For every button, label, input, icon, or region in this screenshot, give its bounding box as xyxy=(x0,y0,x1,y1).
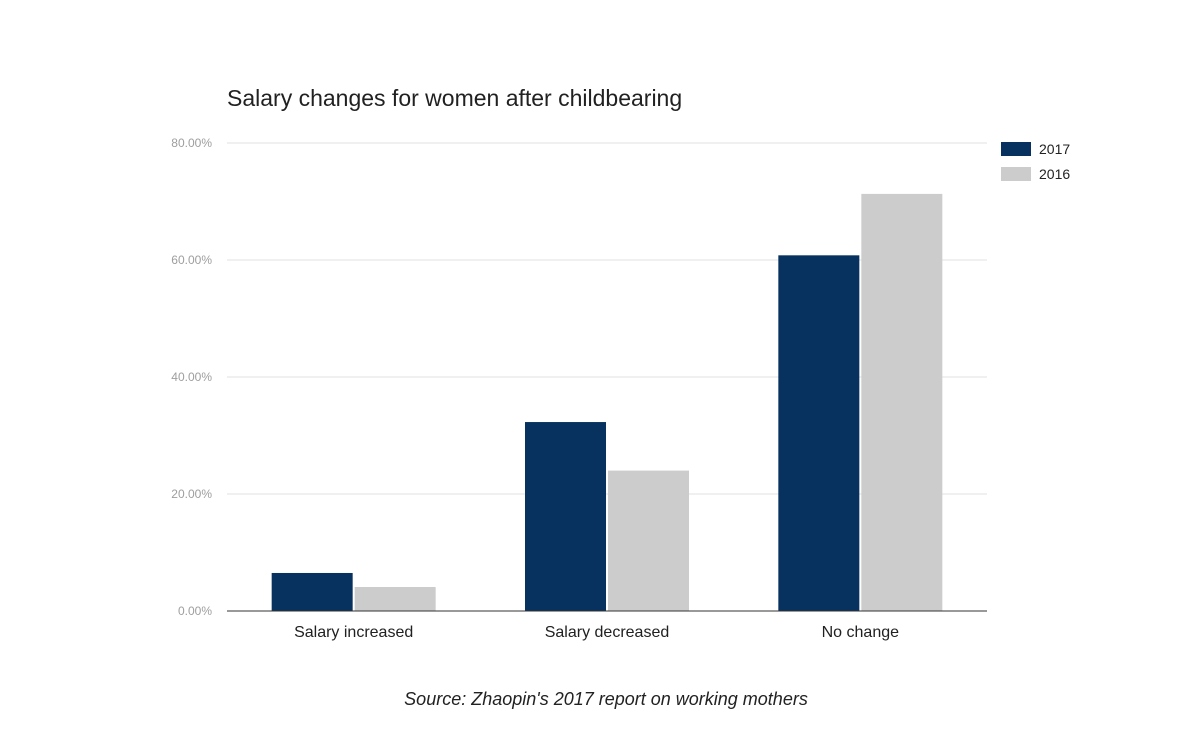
gridlines xyxy=(227,142,987,495)
source-note: Source: Zhaopin's 2017 report on working… xyxy=(404,689,808,709)
x-tick-label: Salary increased xyxy=(294,624,413,641)
legend-swatch-2016 xyxy=(1001,167,1031,181)
y-tick-label: 20.00% xyxy=(171,487,212,501)
legend: 2017 2016 xyxy=(1001,141,1070,182)
x-axis-tick-labels: Salary increased Salary decreased No chang… xyxy=(294,624,899,641)
y-tick-label: 40.00% xyxy=(171,370,212,384)
chart-title: Salary changes for women after childbear… xyxy=(227,85,682,111)
y-tick-label: 60.00% xyxy=(171,253,212,267)
y-tick-label: 0.00% xyxy=(178,604,212,618)
bar-2016-salary-decreased xyxy=(608,470,689,611)
y-tick-label: 80.00% xyxy=(171,136,212,150)
bar-2017-no-change xyxy=(778,255,860,611)
bars xyxy=(271,193,943,611)
legend-label-2016: 2016 xyxy=(1039,166,1070,182)
bar-2016-no-change xyxy=(861,193,943,611)
legend-swatch-2017 xyxy=(1001,142,1031,156)
x-tick-label: No change xyxy=(822,624,899,641)
bar-2016-salary-increased xyxy=(354,587,436,611)
y-axis-tick-labels: 0.00% 20.00% 40.00% 60.00% 80.00% xyxy=(171,136,212,618)
bar-2017-salary-increased xyxy=(271,572,353,611)
x-tick-label: Salary decreased xyxy=(545,624,670,641)
bar-2017-salary-decreased xyxy=(525,422,606,611)
legend-label-2017: 2017 xyxy=(1039,141,1070,157)
